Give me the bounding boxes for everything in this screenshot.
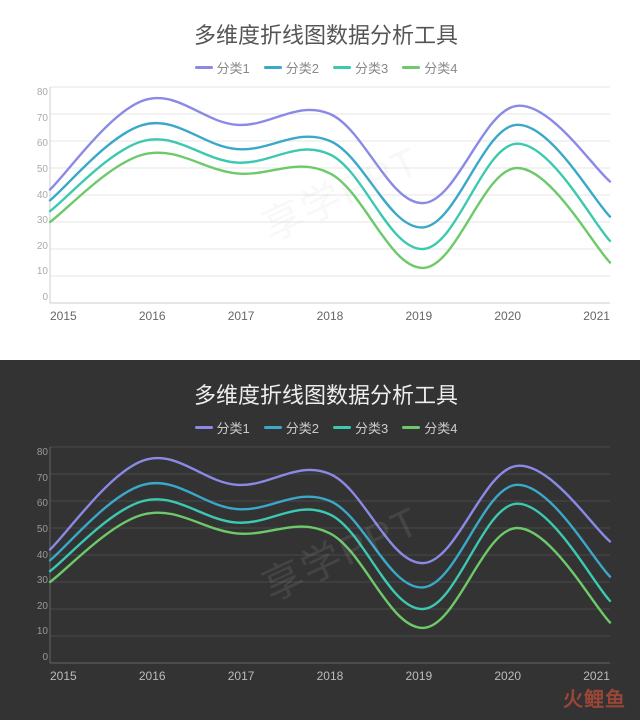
swatch-2 (264, 426, 282, 429)
swatch-4 (402, 426, 420, 429)
brand-watermark: 火鲤鱼 (563, 683, 626, 712)
y-tick-label: 60 (26, 138, 48, 149)
y-tick-label: 40 (26, 190, 48, 201)
chart-area: 01020304050607080 2015201620172018201920… (50, 447, 610, 687)
swatch-1 (195, 426, 213, 429)
series-line-4 (50, 153, 610, 268)
y-tick-label: 50 (26, 164, 48, 175)
x-tick-label: 2020 (494, 669, 521, 687)
y-tick-label: 30 (26, 215, 48, 226)
legend-item-2: 分类2 (264, 418, 319, 437)
swatch-3 (333, 66, 351, 69)
swatch-4 (402, 66, 420, 69)
series-line-3 (50, 499, 610, 609)
y-tick-label: 20 (26, 241, 48, 252)
swatch-1 (195, 66, 213, 69)
legend-label-2: 分类2 (286, 58, 319, 77)
x-tick-label: 2016 (139, 309, 166, 327)
series-line-3 (50, 139, 610, 249)
legend: 分类1 分类2 分类3 分类4 (40, 58, 612, 77)
legend-item-1: 分类1 (195, 418, 250, 437)
legend-label-1: 分类1 (217, 58, 250, 77)
y-tick-label: 70 (26, 113, 48, 124)
legend-label-1: 分类1 (217, 418, 250, 437)
legend-label-3: 分类3 (355, 58, 388, 77)
x-axis: 2015 2016 2017 2018 2019 2020 2021 (50, 305, 610, 327)
chart-area: 01020304050607080 2015201620172018201920… (50, 87, 610, 327)
x-tick-label: 2020 (494, 309, 521, 327)
chart-panel-dark: 多维度折线图数据分析工具 分类1 分类2 分类3 分类4 0 10 20 30 40 50… (0, 360, 640, 720)
legend-item-1: 分类1 (195, 58, 250, 77)
x-tick-label: 2018 (317, 669, 344, 687)
x-tick-label: 2019 (406, 309, 433, 327)
y-axis: 0 10 20 30 40 50 60 70 80 (26, 447, 48, 663)
x-tick-label: 2015 (50, 669, 77, 687)
x-tick-label: 2021 (583, 309, 610, 327)
y-tick-label: 30 (26, 575, 48, 586)
y-tick-label: 10 (26, 626, 48, 637)
legend-item-4: 分类4 (402, 418, 457, 437)
legend-item-3: 分类3 (333, 58, 388, 77)
plot-svg (50, 447, 610, 663)
y-tick-label: 0 (26, 652, 48, 663)
chart-title: 多维度折线图数据分析工具 (40, 18, 612, 50)
x-tick-label: 2015 (50, 309, 77, 327)
legend-label-3: 分类3 (355, 418, 388, 437)
x-tick-label: 2018 (317, 309, 344, 327)
legend-label-4: 分类4 (424, 58, 457, 77)
chart-panel-light: 多维度折线图数据分析工具 分类1 分类2 分类3 分类4 0 10 20 30 40 50… (0, 0, 640, 360)
y-tick-label: 80 (26, 447, 48, 458)
x-tick-label: 2017 (228, 309, 255, 327)
y-tick-label: 20 (26, 601, 48, 612)
x-tick-label: 2017 (228, 669, 255, 687)
y-tick-label: 0 (26, 292, 48, 303)
chart-title: 多维度折线图数据分析工具 (40, 378, 612, 410)
y-tick-label: 50 (26, 524, 48, 535)
y-tick-label: 10 (26, 266, 48, 277)
x-axis: 2015201620172018201920202021 (50, 665, 610, 687)
legend-item-3: 分类3 (333, 418, 388, 437)
legend-label-4: 分类4 (424, 418, 457, 437)
y-tick-label: 40 (26, 550, 48, 561)
legend-label-2: 分类2 (286, 418, 319, 437)
plot-svg (50, 87, 610, 303)
y-tick-label: 80 (26, 87, 48, 98)
series-line-4 (50, 513, 610, 628)
y-tick-label: 70 (26, 473, 48, 484)
x-tick-label: 2019 (406, 669, 433, 687)
y-axis: 0 10 20 30 40 50 60 70 80 (26, 87, 48, 303)
swatch-2 (264, 66, 282, 69)
y-tick-label: 60 (26, 498, 48, 509)
legend-item-4: 分类4 (402, 58, 457, 77)
legend-item-2: 分类2 (264, 58, 319, 77)
series-line-2 (50, 483, 610, 587)
legend: 分类1 分类2 分类3 分类4 (40, 418, 612, 437)
series-line-2 (50, 123, 610, 227)
swatch-3 (333, 426, 351, 429)
x-tick-label: 2016 (139, 669, 166, 687)
